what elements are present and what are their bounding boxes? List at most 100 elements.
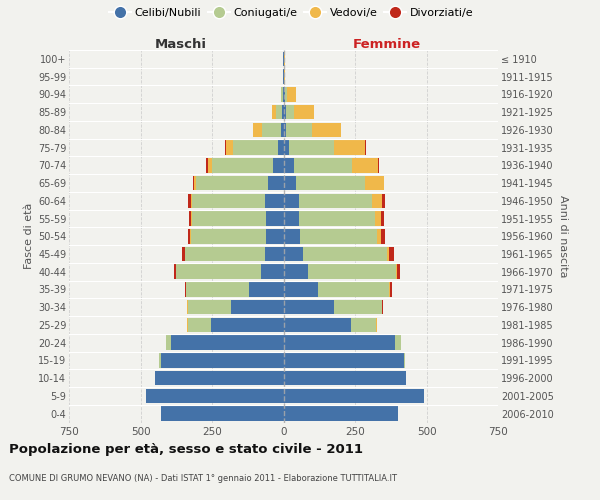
Bar [287, 87, 296, 102]
Bar [308, 264, 397, 279]
Bar [284, 194, 299, 208]
Bar [382, 194, 385, 208]
Bar [211, 318, 284, 332]
Bar [191, 194, 192, 208]
Bar [284, 246, 303, 262]
Bar [194, 176, 196, 190]
Bar [295, 105, 314, 120]
Bar [352, 158, 378, 172]
Bar [193, 176, 194, 190]
Bar [272, 105, 277, 120]
Bar [159, 353, 161, 368]
Bar [233, 140, 278, 155]
Bar [192, 194, 265, 208]
Bar [206, 158, 208, 172]
Bar [188, 229, 190, 244]
Bar [375, 211, 381, 226]
Bar [155, 371, 284, 386]
Bar [281, 122, 284, 137]
Bar [351, 318, 376, 332]
Bar [383, 176, 385, 190]
Bar [262, 122, 281, 137]
Bar [296, 176, 365, 190]
Bar [390, 282, 392, 296]
Bar [284, 371, 406, 386]
Bar [284, 388, 424, 403]
Bar [365, 176, 383, 190]
Bar [212, 158, 274, 172]
Bar [249, 282, 284, 296]
Bar [146, 388, 284, 403]
Bar [395, 336, 401, 350]
Bar [397, 264, 400, 279]
Bar [253, 122, 262, 137]
Bar [188, 318, 211, 332]
Bar [191, 211, 192, 226]
Bar [285, 87, 287, 102]
Legend: Celibi/Nubili, Coniugati/e, Vedovi/e, Divorziati/e: Celibi/Nubili, Coniugati/e, Vedovi/e, Di… [104, 3, 478, 22]
Bar [284, 318, 351, 332]
Bar [284, 122, 286, 137]
Bar [284, 336, 395, 350]
Bar [318, 282, 389, 296]
Text: Maschi: Maschi [155, 38, 206, 51]
Y-axis label: Fasce di età: Fasce di età [23, 203, 34, 270]
Bar [186, 282, 249, 296]
Bar [284, 140, 289, 155]
Bar [191, 229, 266, 244]
Bar [188, 300, 230, 314]
Bar [284, 176, 296, 190]
Text: Femmine: Femmine [352, 38, 421, 51]
Bar [381, 229, 385, 244]
Bar [284, 229, 300, 244]
Bar [334, 140, 365, 155]
Bar [208, 158, 212, 172]
Bar [293, 158, 352, 172]
Bar [282, 105, 284, 120]
Bar [382, 300, 383, 314]
Bar [196, 176, 268, 190]
Bar [404, 353, 405, 368]
Bar [300, 229, 377, 244]
Bar [188, 194, 191, 208]
Bar [286, 122, 312, 137]
Bar [284, 211, 299, 226]
Bar [230, 300, 284, 314]
Bar [281, 87, 283, 102]
Bar [277, 105, 282, 120]
Bar [283, 87, 284, 102]
Bar [284, 282, 318, 296]
Bar [289, 140, 334, 155]
Bar [266, 229, 284, 244]
Bar [284, 87, 285, 102]
Bar [260, 264, 284, 279]
Bar [166, 336, 170, 350]
Bar [226, 140, 233, 155]
Text: COMUNE DI GRUMO NEVANO (NA) - Dati ISTAT 1° gennaio 2011 - Elaborazione TUTTITAL: COMUNE DI GRUMO NEVANO (NA) - Dati ISTAT… [9, 474, 397, 483]
Bar [161, 406, 284, 421]
Bar [170, 336, 284, 350]
Bar [312, 122, 341, 137]
Bar [372, 194, 382, 208]
Bar [185, 246, 265, 262]
Bar [378, 158, 379, 172]
Text: Popolazione per età, sesso e stato civile - 2011: Popolazione per età, sesso e stato civil… [9, 442, 363, 456]
Bar [265, 194, 284, 208]
Y-axis label: Anni di nascita: Anni di nascita [557, 195, 568, 278]
Bar [388, 246, 389, 262]
Bar [389, 246, 394, 262]
Bar [284, 105, 286, 120]
Bar [299, 194, 372, 208]
Bar [284, 70, 285, 84]
Bar [377, 229, 381, 244]
Bar [189, 211, 191, 226]
Bar [192, 211, 266, 226]
Bar [284, 264, 308, 279]
Bar [176, 264, 260, 279]
Bar [284, 406, 398, 421]
Bar [274, 158, 284, 172]
Bar [266, 211, 284, 226]
Bar [185, 282, 186, 296]
Bar [381, 211, 383, 226]
Bar [284, 353, 404, 368]
